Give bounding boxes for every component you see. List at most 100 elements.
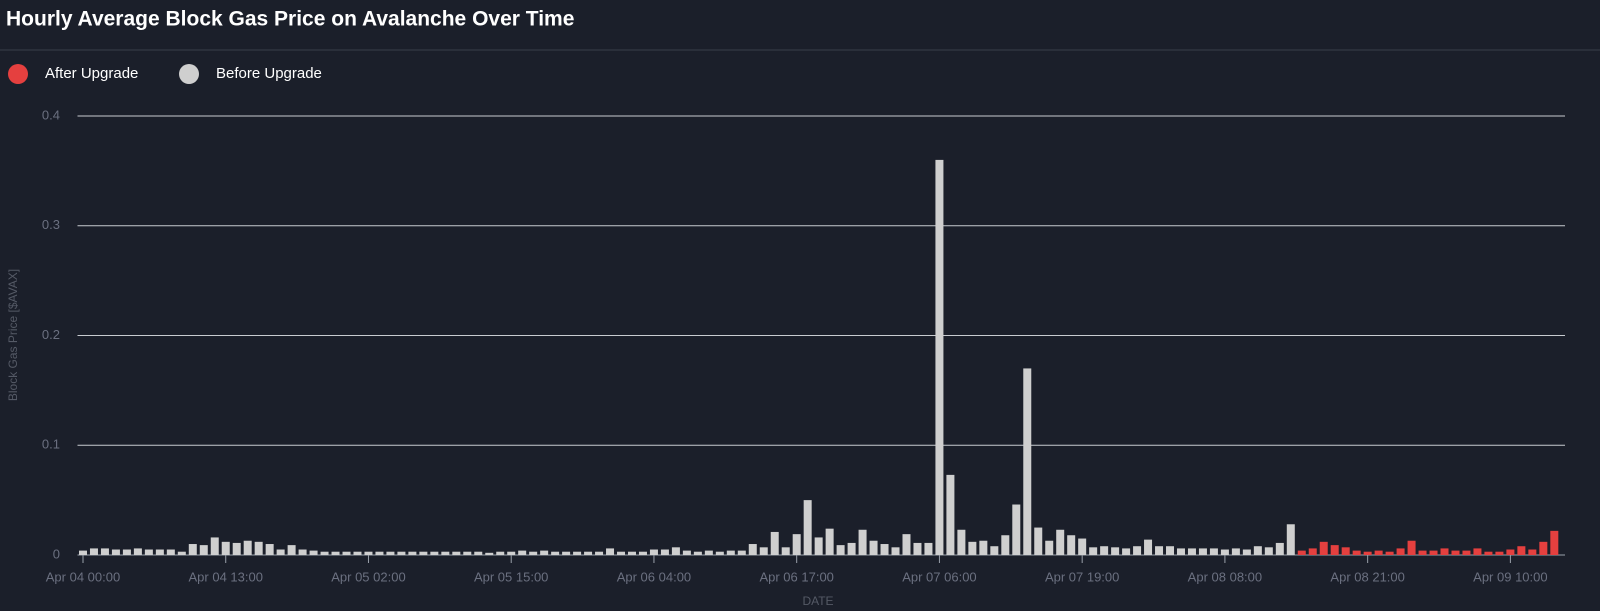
bar xyxy=(781,547,790,555)
bar xyxy=(155,549,164,555)
bar xyxy=(1319,541,1328,555)
bar xyxy=(1001,535,1010,555)
bar xyxy=(627,551,636,555)
bar xyxy=(1374,550,1383,555)
bar xyxy=(177,551,186,555)
bar xyxy=(1462,550,1471,555)
bar xyxy=(276,549,285,555)
bar xyxy=(1220,549,1229,555)
x-tick-label: Apr 04 13:00 xyxy=(189,569,263,584)
bar xyxy=(188,544,197,555)
bar xyxy=(408,551,417,555)
bar xyxy=(309,550,318,555)
bar xyxy=(693,551,702,555)
bar xyxy=(660,549,669,555)
bar xyxy=(221,541,230,555)
bar xyxy=(913,542,922,555)
bar xyxy=(1286,524,1295,555)
x-tick-label: Apr 07 06:00 xyxy=(902,569,976,584)
x-tick-label: Apr 04 00:00 xyxy=(46,569,120,584)
bar xyxy=(1297,550,1306,555)
bar xyxy=(968,541,977,555)
bar xyxy=(1517,546,1526,555)
bar xyxy=(1155,546,1164,555)
bar xyxy=(1308,548,1317,555)
bar xyxy=(342,551,351,555)
chart-title: Hourly Average Block Gas Price on Avalan… xyxy=(6,8,574,31)
bar xyxy=(441,551,450,555)
bar xyxy=(638,551,647,555)
bar xyxy=(990,546,999,555)
bar xyxy=(397,551,406,555)
bar xyxy=(1407,540,1416,555)
x-axis-label: DATE xyxy=(802,594,833,608)
bar xyxy=(792,534,801,555)
legend-marker xyxy=(8,64,28,84)
bar xyxy=(1133,546,1142,555)
bar xyxy=(1045,540,1054,555)
bar xyxy=(419,551,428,555)
bar xyxy=(1429,550,1438,555)
bar xyxy=(704,550,713,555)
bar xyxy=(1352,550,1361,555)
x-tick-label: Apr 06 04:00 xyxy=(617,569,691,584)
bar xyxy=(847,542,856,555)
bar xyxy=(287,545,296,555)
bar xyxy=(946,474,955,555)
bar xyxy=(1166,546,1175,555)
bar xyxy=(1396,548,1405,555)
bar xyxy=(1209,548,1218,555)
bar xyxy=(1012,504,1021,555)
bar xyxy=(243,540,252,555)
bar xyxy=(1385,551,1394,555)
bar xyxy=(1253,546,1262,555)
y-tick-label: 0.4 xyxy=(42,107,60,122)
bar xyxy=(320,551,329,555)
x-tick-label: Apr 09 10:00 xyxy=(1473,569,1547,584)
bar xyxy=(485,552,494,555)
y-axis-label: Block Gas Price [$AVAX] xyxy=(6,269,20,401)
bar xyxy=(144,549,153,555)
legend-marker xyxy=(179,64,199,84)
bar xyxy=(869,540,878,555)
bar xyxy=(836,545,845,555)
bar xyxy=(737,550,746,555)
bar xyxy=(1056,529,1065,555)
bar xyxy=(1144,539,1153,555)
bar xyxy=(584,551,593,555)
bar xyxy=(715,551,724,555)
bar xyxy=(551,551,560,555)
bar xyxy=(265,544,274,555)
bar xyxy=(858,529,867,555)
bar xyxy=(562,551,571,555)
bar xyxy=(78,550,87,555)
bar xyxy=(935,159,944,555)
bar xyxy=(1473,548,1482,555)
bar xyxy=(1242,549,1251,555)
bar xyxy=(649,549,658,555)
bar xyxy=(540,550,549,555)
bar xyxy=(111,549,120,555)
bar xyxy=(1528,549,1537,555)
bar xyxy=(606,548,615,555)
legend-label: After Upgrade xyxy=(45,65,138,82)
bar xyxy=(298,549,307,555)
bar xyxy=(803,500,812,555)
bar xyxy=(364,551,373,555)
bar xyxy=(210,537,219,555)
bar xyxy=(1539,541,1548,555)
bar xyxy=(1176,548,1185,555)
bar xyxy=(671,547,680,555)
x-tick-label: Apr 07 19:00 xyxy=(1045,569,1119,584)
legend: After Upgrade Before Upgrade xyxy=(8,64,322,84)
bar xyxy=(1330,545,1339,555)
bar xyxy=(1067,535,1076,555)
bar xyxy=(902,534,911,555)
bar xyxy=(430,551,439,555)
bar xyxy=(474,551,483,555)
bar xyxy=(1341,547,1350,555)
bar xyxy=(1418,550,1427,555)
x-tick-label: Apr 05 15:00 xyxy=(474,569,548,584)
bar xyxy=(331,551,340,555)
